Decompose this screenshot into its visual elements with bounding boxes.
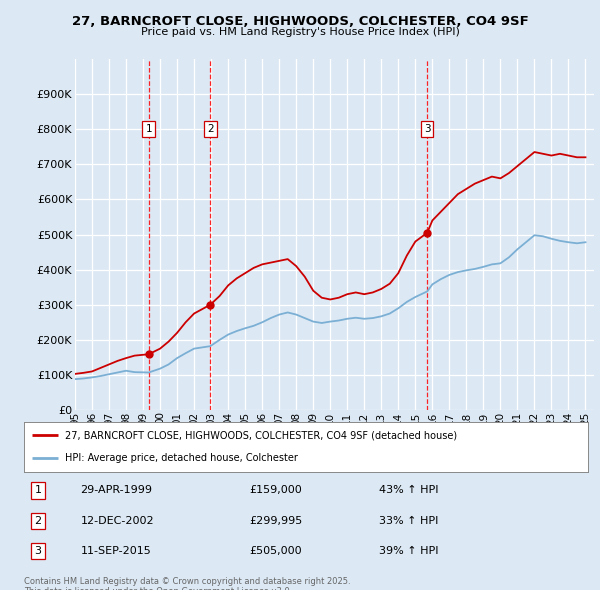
Text: 2: 2 <box>35 516 41 526</box>
Text: HPI: Average price, detached house, Colchester: HPI: Average price, detached house, Colc… <box>65 454 298 464</box>
Text: 27, BARNCROFT CLOSE, HIGHWOODS, COLCHESTER, CO4 9SF: 27, BARNCROFT CLOSE, HIGHWOODS, COLCHEST… <box>71 15 529 28</box>
Text: £299,995: £299,995 <box>250 516 303 526</box>
Text: 27, BARNCROFT CLOSE, HIGHWOODS, COLCHESTER, CO4 9SF (detached house): 27, BARNCROFT CLOSE, HIGHWOODS, COLCHEST… <box>65 430 457 440</box>
Text: £505,000: £505,000 <box>250 546 302 556</box>
Text: 3: 3 <box>424 124 431 134</box>
Text: 2: 2 <box>207 124 214 134</box>
Text: 11-SEP-2015: 11-SEP-2015 <box>80 546 151 556</box>
Text: 1: 1 <box>145 124 152 134</box>
Text: 39% ↑ HPI: 39% ↑ HPI <box>379 546 439 556</box>
Text: Price paid vs. HM Land Registry's House Price Index (HPI): Price paid vs. HM Land Registry's House … <box>140 27 460 37</box>
Text: Contains HM Land Registry data © Crown copyright and database right 2025.
This d: Contains HM Land Registry data © Crown c… <box>24 577 350 590</box>
Text: 1: 1 <box>35 486 41 496</box>
Text: £159,000: £159,000 <box>250 486 302 496</box>
Text: 3: 3 <box>35 546 41 556</box>
Text: 29-APR-1999: 29-APR-1999 <box>80 486 152 496</box>
Text: 33% ↑ HPI: 33% ↑ HPI <box>379 516 439 526</box>
Text: 12-DEC-2002: 12-DEC-2002 <box>80 516 154 526</box>
Text: 43% ↑ HPI: 43% ↑ HPI <box>379 486 439 496</box>
